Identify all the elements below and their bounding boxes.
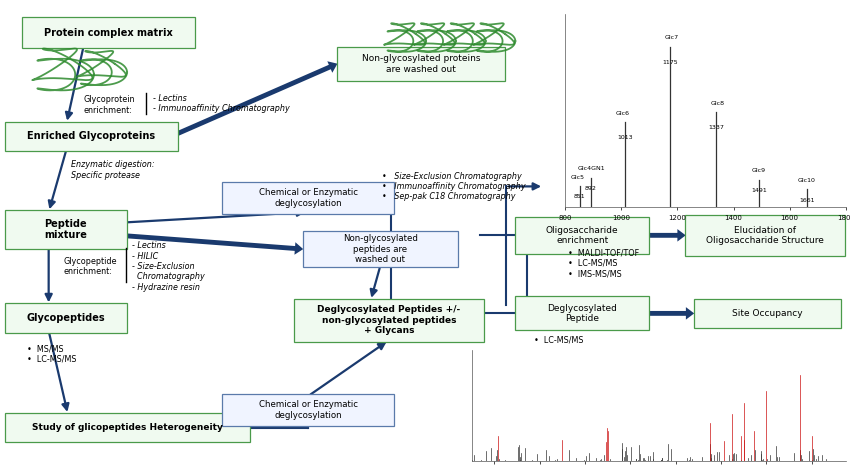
FancyBboxPatch shape bbox=[22, 17, 195, 48]
Text: Glc9: Glc9 bbox=[752, 168, 766, 173]
Text: Site Occupancy: Site Occupancy bbox=[732, 309, 802, 318]
Text: Glycoprotein
enrichment:: Glycoprotein enrichment: bbox=[83, 95, 135, 115]
Text: Glc7: Glc7 bbox=[665, 35, 679, 40]
Text: Deglycosylated
Peptide: Deglycosylated Peptide bbox=[547, 304, 617, 323]
Text: Peptide
mixture: Peptide mixture bbox=[44, 219, 88, 240]
FancyBboxPatch shape bbox=[5, 210, 127, 249]
Text: Enzymatic digestion:
Specific protease: Enzymatic digestion: Specific protease bbox=[71, 160, 154, 180]
Text: Glc5: Glc5 bbox=[570, 174, 584, 179]
Text: Glycopeptides: Glycopeptides bbox=[26, 313, 105, 323]
Text: Non-glycosylated
peptides are
washed out: Non-glycosylated peptides are washed out bbox=[343, 234, 418, 264]
Text: Chemical or Enzymatic
deglycosylation: Chemical or Enzymatic deglycosylation bbox=[258, 400, 358, 420]
FancyBboxPatch shape bbox=[303, 231, 458, 267]
FancyBboxPatch shape bbox=[337, 47, 505, 81]
Text: Glc10: Glc10 bbox=[798, 178, 816, 183]
Text: Glc8: Glc8 bbox=[711, 101, 724, 106]
Text: Study of glicopeptides Heterogeneity: Study of glicopeptides Heterogeneity bbox=[32, 423, 223, 432]
Text: Glc6: Glc6 bbox=[615, 110, 630, 116]
Text: Elucidation of
Oligosaccharide Structure: Elucidation of Oligosaccharide Structure bbox=[706, 226, 824, 245]
Text: 1337: 1337 bbox=[708, 125, 724, 130]
Text: •  MALDI-TOF/TOF
•  LC-MS/MS
•  IMS-MS/MS: • MALDI-TOF/TOF • LC-MS/MS • IMS-MS/MS bbox=[568, 248, 639, 278]
Text: Chemical or Enzymatic
deglycosylation: Chemical or Enzymatic deglycosylation bbox=[258, 188, 358, 208]
Text: Glc4GN1: Glc4GN1 bbox=[577, 166, 605, 171]
Text: 1661: 1661 bbox=[799, 198, 814, 203]
Text: Protein complex matrix: Protein complex matrix bbox=[44, 27, 173, 38]
Text: - Lectins
- Immunoaffinity Chromatography: - Lectins - Immunoaffinity Chromatograph… bbox=[153, 94, 290, 113]
FancyBboxPatch shape bbox=[294, 299, 484, 342]
Text: 851: 851 bbox=[574, 194, 586, 199]
Text: 892: 892 bbox=[585, 186, 597, 191]
FancyBboxPatch shape bbox=[694, 299, 841, 328]
FancyBboxPatch shape bbox=[515, 217, 649, 254]
FancyBboxPatch shape bbox=[685, 215, 845, 256]
Text: Non-glycosylated proteins
are washed out: Non-glycosylated proteins are washed out bbox=[361, 55, 480, 74]
Text: - Lectins
- HILIC
- Size-Exclusion
  Chromatography
- Hydrazine resin: - Lectins - HILIC - Size-Exclusion Chrom… bbox=[132, 241, 205, 292]
Text: Oligosaccharide
enrichment: Oligosaccharide enrichment bbox=[546, 226, 619, 245]
FancyBboxPatch shape bbox=[5, 122, 178, 151]
Text: •  LC-MS/MS: • LC-MS/MS bbox=[534, 336, 583, 345]
Text: •   Size-Exclusion Chromatography
•   Immunoaffinity Chromatography
•   Sep-pak : • Size-Exclusion Chromatography • Immuno… bbox=[382, 171, 526, 201]
FancyBboxPatch shape bbox=[222, 182, 394, 214]
FancyBboxPatch shape bbox=[222, 394, 394, 426]
Text: 1175: 1175 bbox=[663, 60, 678, 65]
FancyBboxPatch shape bbox=[5, 413, 250, 442]
Text: Glycopeptide
enrichment:: Glycopeptide enrichment: bbox=[64, 257, 117, 276]
Text: Deglycosylated Peptides +/-
non-glycosylated peptides
+ Glycans: Deglycosylated Peptides +/- non-glycosyl… bbox=[317, 306, 461, 335]
Text: 1491: 1491 bbox=[751, 188, 767, 193]
FancyBboxPatch shape bbox=[5, 303, 127, 333]
Text: •  MS/MS
•  LC-MS/MS: • MS/MS • LC-MS/MS bbox=[27, 344, 76, 364]
Text: Enriched Glycoproteins: Enriched Glycoproteins bbox=[27, 131, 156, 141]
Text: 1013: 1013 bbox=[617, 135, 632, 140]
FancyBboxPatch shape bbox=[515, 296, 649, 330]
